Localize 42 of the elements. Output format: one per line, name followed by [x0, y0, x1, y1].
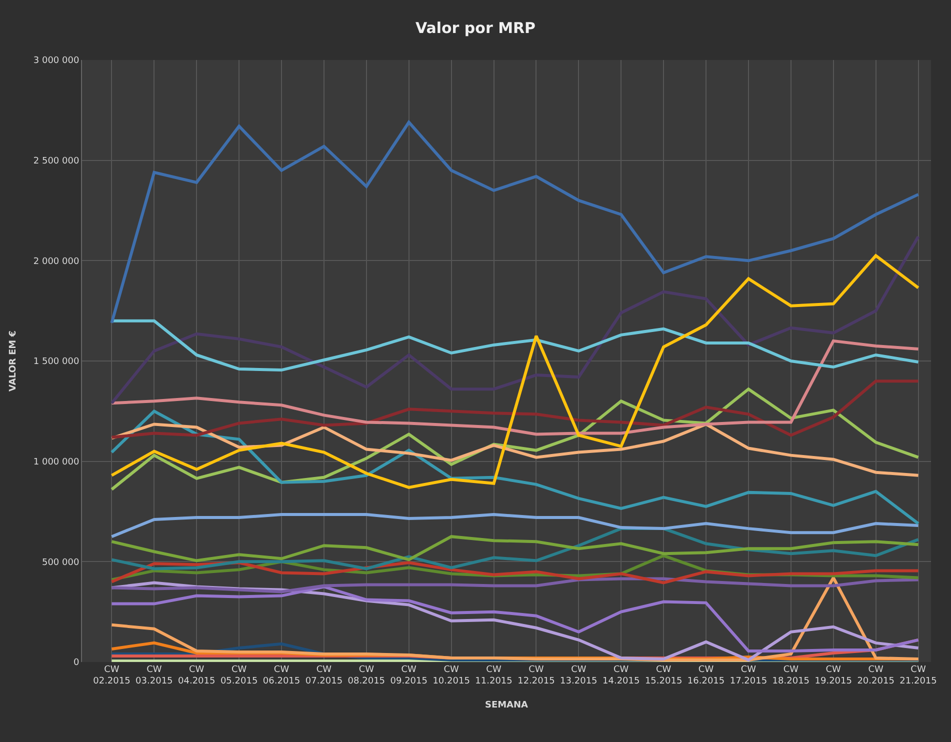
x-tick-label: CW 20.2015	[857, 665, 894, 687]
y-tick-label: 500 000	[42, 558, 80, 568]
x-tick-label: CW 17.2015	[730, 665, 768, 687]
x-tick-label: CW 07.2015	[305, 665, 343, 687]
x-tick-label: CW 12.2015	[518, 665, 555, 687]
x-axis-title: SEMANA	[484, 700, 528, 710]
x-tick-label: CW 05.2015	[220, 665, 258, 687]
x-tick-label: CW 08.2015	[348, 665, 386, 687]
x-tick-label: CW 11.2015	[475, 665, 512, 687]
x-tick-label: CW 19.2015	[814, 665, 852, 687]
line-series	[110, 577, 920, 594]
line-series	[110, 535, 920, 562]
x-tick-label: CW 03.2015	[136, 665, 173, 687]
y-tick-label: 0	[73, 658, 80, 668]
line-series	[110, 339, 920, 436]
x-tick-label: CW 15.2015	[644, 665, 682, 687]
line-series	[110, 410, 920, 526]
x-tick-label: CW 18.2015	[772, 665, 810, 687]
y-tick-label: 2 000 000	[33, 256, 80, 267]
line-series	[110, 120, 920, 324]
chart-title: Valor por MRP	[415, 18, 536, 37]
x-tick-label: CW 16.2015	[687, 665, 725, 687]
y-tick-label: 2 500 000	[33, 156, 80, 166]
line-series	[110, 380, 920, 439]
x-tick-label: CW 02.2015	[93, 665, 130, 687]
line-series	[110, 585, 920, 652]
x-tick-label: CW 14.2015	[602, 665, 640, 687]
y-tick-label: 1 000 000	[33, 457, 80, 468]
line-series	[110, 422, 920, 477]
line-series	[110, 254, 920, 489]
line-series	[110, 561, 920, 584]
y-axis-title: VALOR EM €	[8, 330, 19, 392]
line-series	[110, 513, 920, 538]
y-tick-label: 1 500 000	[33, 357, 80, 368]
x-tick-label: CW 13.2015	[560, 665, 598, 687]
x-tick-label: CW 06.2015	[262, 665, 300, 687]
x-tick-label: CW 04.2015	[178, 665, 216, 687]
y-tick-label: 3 000 000	[33, 56, 80, 66]
x-tick-label: CW 10.2015	[432, 665, 470, 687]
x-tick-label: CW 09.2015	[390, 665, 428, 687]
line-series	[110, 235, 920, 405]
x-tick-label: CW 21.2015	[900, 665, 937, 687]
